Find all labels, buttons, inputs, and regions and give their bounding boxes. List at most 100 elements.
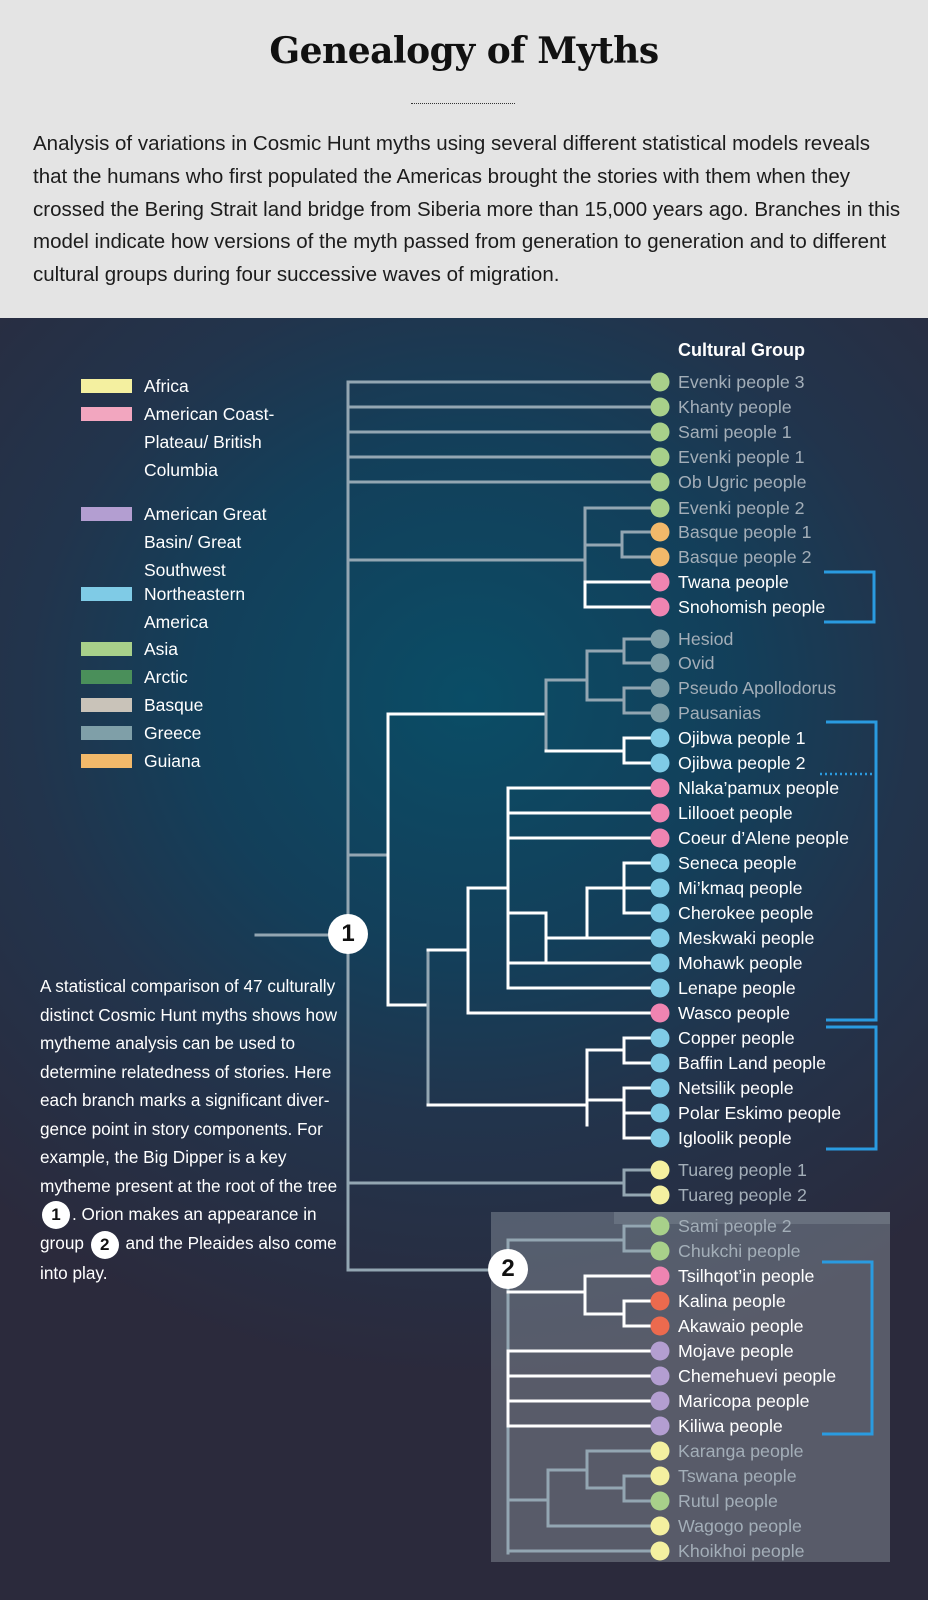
leaf-dot [650,953,670,973]
inline-badge-2: 2 [90,1230,119,1259]
leaf-label: Nlaka’pamux people [678,778,840,798]
leaf-label: Lillooet people [678,803,793,823]
legend-label: Africa [144,376,189,396]
note-text-1: A statistical comparison of 47 culturall… [40,976,338,1196]
node-badge-2: 2 [488,1249,528,1289]
leaf-label: Mojave people [678,1341,794,1361]
legend-label: Basque [144,695,204,715]
leaf-dot [650,978,670,998]
leaf-label: Pseudo Apollodorus [678,678,837,698]
leaf-label: Evenki people 3 [678,372,805,392]
leaf-label: Lenape people [678,978,796,998]
leaf-label: Evenki people 1 [678,447,805,467]
leaf-label: Ojibwa people 1 [678,728,806,748]
leaf-label: Baffin Land people [678,1053,826,1073]
leaf-dot [650,372,670,392]
leaf-dot [650,1466,670,1486]
leaf-label: Kiliwa people [678,1416,783,1436]
leaf-label: Coeur d’Alene people [678,828,850,848]
leaf-dot [650,778,670,798]
leaf-label: Seneca people [678,853,797,873]
legend-swatch [81,379,132,393]
leaf-label: Twana people [678,572,789,592]
leaf-dot [650,1103,670,1123]
leaf-dot [650,447,670,467]
header: Genealogy of Myths Analysis of variation… [0,0,928,318]
leaf-dot [650,653,670,673]
leaf-dot [650,678,670,698]
leaf-label: Rutul people [678,1491,778,1511]
leaf-label: Sami people 1 [678,422,792,442]
leaf-dot [650,1078,670,1098]
leaf-dot [650,597,670,617]
leaf-dot [650,629,670,649]
node-badge-1: 1 [328,914,368,954]
leaf-dot [650,1491,670,1511]
leaf-dot [650,572,670,592]
legend-swatch [81,754,132,768]
leaf-label: Sami people 2 [678,1216,792,1236]
leaf-dot [650,522,670,542]
legend-label: American Great Basin/ Great Southwest [144,504,267,581]
inline-badge-1: 1 [42,1201,70,1230]
legend-label: American Coast-Plateau/ British Columbia [144,404,275,481]
leaf-dot [650,422,670,442]
leaf-label: Mohawk people [678,953,803,973]
leaf-label: Meskwaki people [678,928,815,948]
bracket-main [826,720,878,1022]
bracket-arctic [826,1025,878,1151]
leaf-dot [650,703,670,723]
leaf-dot [650,803,670,823]
legend-swatch [81,726,132,740]
leaf-label: Akawaio people [678,1316,804,1336]
legend-swatch [81,587,132,601]
leaf-dot [650,753,670,773]
leaf-dot [650,878,670,898]
bracket-coast-1 [824,570,876,624]
leaf-label: Khanty people [678,397,792,417]
leaf-label: Maricopa people [678,1391,810,1411]
legend-swatch [81,670,132,684]
bracket-group-2 [822,1260,874,1436]
explanation-note: A statistical comparison of 47 culturall… [40,972,340,1287]
leaf-dot [650,1266,670,1286]
leaf-label: Basque people 1 [678,522,812,542]
leaf-label: Karanga people [678,1441,804,1461]
leaf-dot [650,1441,670,1461]
legend-swatch [81,407,132,421]
leaf-dot [650,1003,670,1023]
note-text-2: . Orion makes an appearance in group [40,1204,317,1254]
group-2-highlight [491,1212,890,1562]
leaf-label: Ob Ugric people [678,472,807,492]
intro-text: Analysis of variations in Cosmic Hunt my… [33,132,901,287]
legend-label: Northeastern America [144,584,246,633]
leaf-label: Wasco people [678,1003,791,1023]
tree-panel [0,318,928,1600]
leaf-dot [650,903,670,923]
legend-label: Guiana [144,751,201,771]
leaf-label: Tswana people [678,1466,797,1486]
title-divider [411,103,515,104]
cultural-group-header: Cultural Group [678,340,805,360]
leaf-label: Polar Eskimo people [678,1103,842,1123]
leaf-dot [650,1541,670,1561]
group-2-highlight-top [614,1212,890,1224]
leaf-dot [650,498,670,518]
leaf-label: Igloolik people [678,1128,792,1148]
leaf-dot [650,1416,670,1436]
leaf-label: Hesiod [678,629,734,649]
leaf-dot [650,1341,670,1361]
legend-swatch [81,698,132,712]
leaf-label: Ovid [678,653,715,673]
leaf-dot [650,1128,670,1148]
leaf-dot [650,1516,670,1536]
leaf-label: Wagogo people [678,1516,802,1536]
leaf-label: Evenki people 2 [678,498,805,518]
page-title: Genealogy of Myths [269,30,659,72]
leaf-label: Chukchi people [678,1241,801,1261]
leaf-label: Basque people 2 [678,547,812,567]
leaf-label: Tuareg people 1 [678,1160,807,1180]
leaf-label: Cherokee people [678,903,814,923]
legend-label: Greece [144,723,202,743]
